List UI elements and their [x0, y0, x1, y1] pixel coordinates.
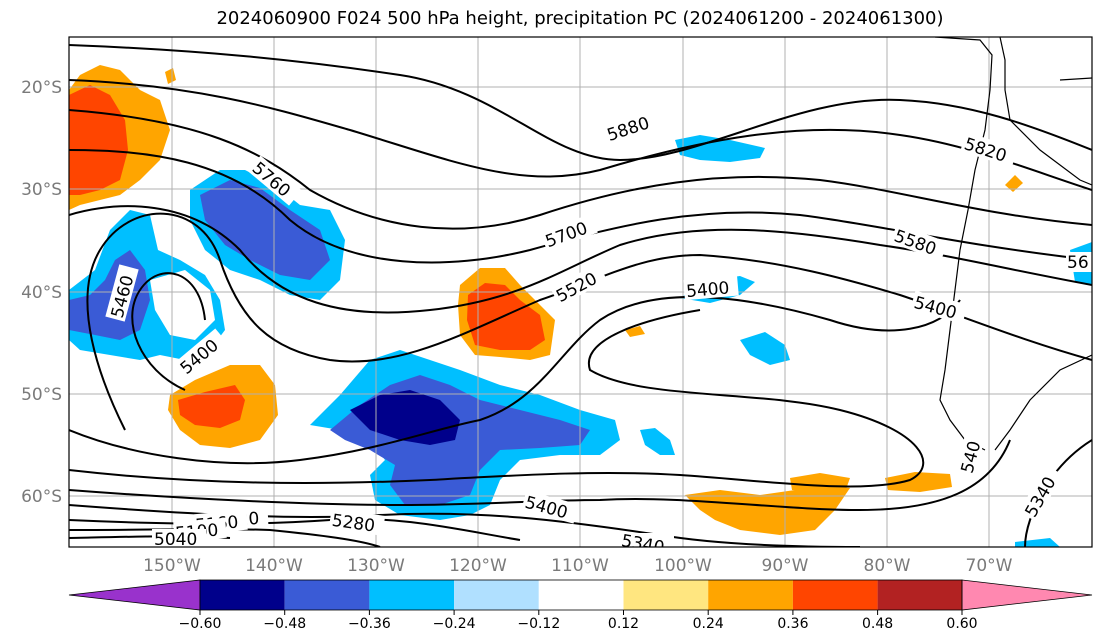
lon-label: 110°W	[551, 556, 609, 576]
plot-frame	[68, 36, 1093, 548]
latitude-axis: 20°S 30°S 40°S 50°S 60°S	[21, 78, 62, 507]
colorbar-bin	[623, 580, 709, 610]
precipitation-shading	[69, 65, 1092, 547]
colorbar: −0.60 −0.48 −0.36 −0.24 −0.12 0.12 0.24 …	[68, 579, 1093, 632]
colorbar-tick-label: −0.36	[348, 616, 391, 632]
colorbar-tick-label: −0.48	[263, 616, 306, 632]
colorbar-tick-label: 0.12	[608, 616, 639, 632]
colorbar-bin	[877, 580, 963, 610]
lat-label: 20°S	[21, 78, 62, 98]
colorbar-bin	[792, 580, 878, 610]
graticule	[69, 37, 1092, 547]
colorbar-under-arrow	[68, 579, 201, 611]
colorbar-tick-label: 0.60	[946, 616, 977, 632]
height-contours	[69, 44, 1092, 547]
lon-label: 80°W	[864, 556, 911, 576]
colorbar-bin	[454, 580, 539, 610]
contour-label: 5040	[154, 530, 197, 550]
lon-label: 120°W	[449, 556, 507, 576]
map-title: 2024060900 F024 500 hPa height, precipit…	[216, 8, 944, 29]
lon-label: 100°W	[654, 556, 712, 576]
colorbar-tick-label: 0.36	[777, 616, 808, 632]
colorbar-bin	[284, 580, 370, 610]
lat-label: 50°S	[21, 385, 62, 405]
colorbar-tick-label: −0.12	[517, 616, 560, 632]
colorbar-bin	[538, 580, 624, 610]
colorbar-bin	[369, 580, 455, 610]
colorbar-tick-label: −0.24	[433, 616, 476, 632]
colorbar-bin	[708, 580, 793, 610]
lon-label: 70°W	[966, 556, 1013, 576]
lon-label: 90°W	[762, 556, 809, 576]
colorbar-tick-label: 0.24	[693, 616, 724, 632]
contour-label: 5400	[685, 278, 730, 302]
lon-label: 150°W	[143, 556, 201, 576]
lat-label: 40°S	[21, 283, 62, 303]
longitude-axis: 150°W 140°W 130°W 120°W 110°W 100°W 90°W…	[143, 556, 1013, 576]
colorbar-tick-label: 0.48	[862, 616, 893, 632]
lat-label: 60°S	[21, 487, 62, 507]
colorbar-tick-label: −0.60	[179, 616, 222, 632]
lon-label: 140°W	[245, 556, 303, 576]
colorbar-bin	[200, 580, 285, 610]
lat-label: 30°S	[21, 180, 62, 200]
contour-label: 56	[1067, 253, 1089, 273]
lon-label: 130°W	[347, 556, 405, 576]
map-plot-area: 5880 5820 5760 5700 5580 5520 5460 5400 …	[69, 37, 1092, 550]
colorbar-over-arrow	[961, 579, 1093, 611]
